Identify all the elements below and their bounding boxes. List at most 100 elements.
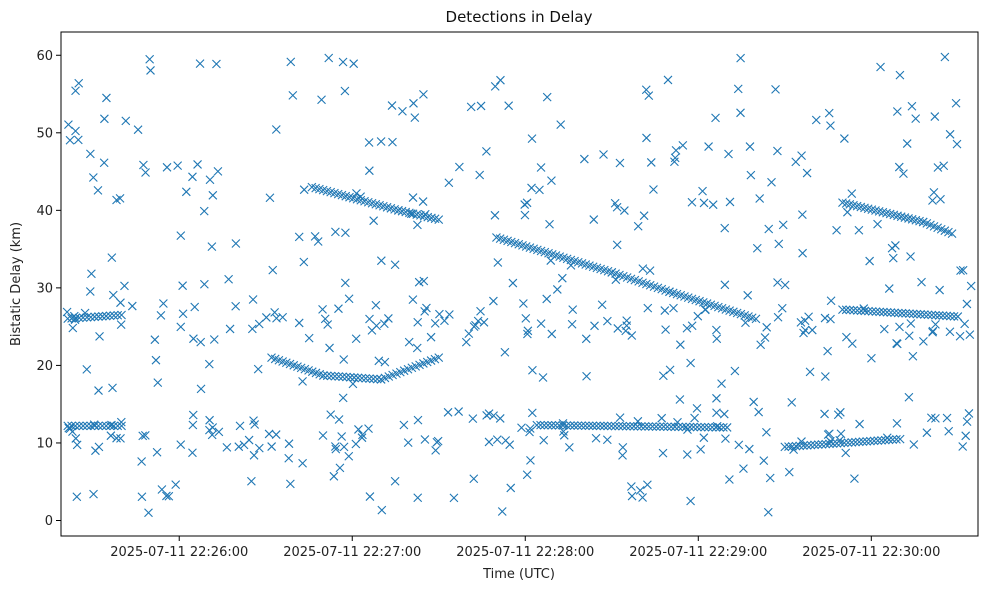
data-point: [847, 339, 857, 348]
data-point: [754, 407, 764, 417]
data-point: [353, 373, 363, 383]
data-point: [97, 421, 107, 431]
x-tick-label: 2025-07-11 22:26:00: [110, 545, 248, 560]
data-point: [643, 480, 652, 490]
data-point: [602, 435, 612, 445]
data-point: [444, 310, 454, 319]
data-point: [379, 319, 389, 329]
data-point: [525, 424, 535, 433]
data-point: [556, 120, 566, 130]
data-point: [627, 331, 637, 340]
data-point: [86, 312, 96, 322]
data-point: [418, 197, 428, 206]
data-point: [80, 308, 90, 318]
data-point: [65, 135, 75, 145]
data-point: [330, 371, 340, 381]
data-point: [895, 322, 904, 332]
data-point: [966, 281, 976, 291]
data-point: [116, 433, 125, 443]
y-tick-label: 0: [45, 514, 53, 529]
data-point: [906, 252, 915, 261]
data-point: [249, 416, 258, 425]
data-point: [800, 325, 810, 335]
data-point: [700, 305, 710, 315]
data-point: [867, 205, 877, 215]
data-point: [95, 331, 104, 341]
data-point: [338, 57, 348, 67]
data-point: [896, 212, 906, 222]
data-point: [901, 309, 911, 318]
data-point: [120, 281, 129, 291]
data-point: [151, 355, 161, 365]
data-point: [113, 310, 123, 320]
data-point: [878, 207, 888, 217]
data-point: [224, 274, 234, 284]
data-point: [657, 413, 667, 423]
data-point: [686, 358, 695, 368]
x-tick-label: 2025-07-11 22:30:00: [802, 545, 940, 560]
data-point: [755, 194, 765, 203]
data-point: [929, 188, 939, 197]
data-point: [704, 422, 713, 432]
data-point: [484, 437, 494, 447]
y-tick-label: 50: [36, 126, 53, 141]
data-point: [310, 232, 320, 241]
data-point: [960, 319, 970, 329]
data-point: [329, 471, 339, 481]
data-point: [244, 435, 254, 445]
data-point: [94, 386, 103, 395]
data-point: [545, 219, 554, 229]
data-point: [836, 429, 846, 439]
data-point: [525, 427, 534, 437]
data-point: [721, 434, 730, 443]
data-point: [536, 319, 546, 329]
data-point: [351, 439, 361, 449]
data-point: [661, 325, 670, 334]
data-point: [965, 330, 975, 340]
data-point: [923, 310, 933, 320]
data-point: [686, 496, 695, 506]
data-point: [508, 278, 518, 288]
data-point: [434, 353, 444, 363]
data-point: [72, 492, 82, 502]
data-point: [841, 199, 851, 208]
data-point: [542, 294, 552, 304]
data-point: [271, 430, 281, 439]
data-point: [633, 416, 643, 426]
data-point: [725, 197, 735, 207]
data-point: [908, 309, 918, 319]
data-point: [253, 364, 263, 374]
data-point: [365, 374, 374, 383]
data-point: [213, 166, 223, 176]
data-point: [286, 57, 296, 67]
data-point: [610, 421, 620, 431]
data-point: [271, 125, 281, 134]
data-point: [431, 445, 441, 455]
data-point: [388, 137, 397, 147]
data-point: [393, 205, 403, 215]
data-point: [344, 451, 354, 461]
data-point: [558, 419, 568, 428]
data-point: [869, 436, 879, 446]
data-point: [522, 470, 532, 480]
data-point: [838, 198, 847, 207]
data-point: [573, 421, 583, 431]
data-point: [284, 453, 294, 463]
data-point: [700, 422, 710, 432]
data-point: [855, 419, 864, 429]
data-point: [190, 302, 200, 312]
data-point: [376, 137, 386, 146]
data-point: [387, 101, 397, 110]
data-point: [489, 296, 498, 306]
data-point: [717, 379, 726, 389]
data-point: [599, 150, 608, 159]
data-point: [208, 190, 218, 200]
data-point: [847, 189, 857, 199]
data-point: [466, 102, 476, 112]
data-point: [780, 280, 790, 290]
data-point: [564, 443, 574, 452]
data-point: [678, 140, 688, 150]
data-point: [799, 328, 808, 338]
data-point: [642, 133, 651, 143]
data-point: [249, 450, 259, 460]
